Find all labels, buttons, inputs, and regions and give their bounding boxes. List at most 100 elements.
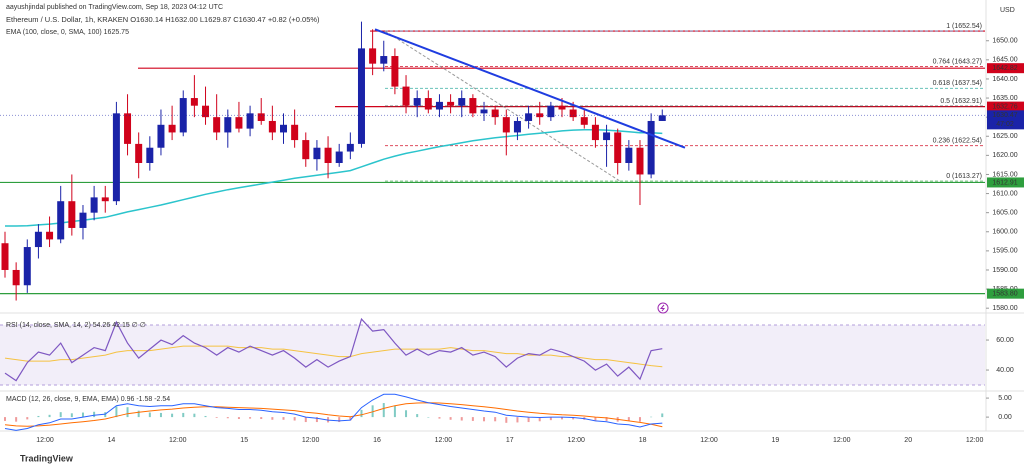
- macd-histogram-bar: [193, 413, 196, 418]
- x-tick-label: 17: [506, 437, 514, 444]
- macd-histogram-bar: [137, 410, 140, 418]
- candle-body: [168, 124, 176, 133]
- candle-body: [469, 98, 477, 114]
- macd-histogram-bar: [427, 417, 430, 418]
- rsi-line: [4, 317, 663, 382]
- macd-histogram-bar: [249, 417, 252, 419]
- macd-histogram-bar: [293, 417, 296, 421]
- macd-histogram-bar: [37, 415, 40, 418]
- x-tick-label: 12:00: [567, 437, 585, 444]
- candle-body: [424, 98, 432, 110]
- candle-body: [1, 243, 9, 270]
- candle-body: [224, 117, 232, 133]
- candle-body: [536, 113, 544, 118]
- macd-histogram-bar: [594, 417, 597, 421]
- macd-tick-label: 5.00: [998, 395, 1012, 402]
- macd-histogram-bar: [26, 417, 29, 420]
- candle-body: [291, 124, 299, 141]
- countdown: 47:02: [996, 121, 1014, 128]
- macd-histogram-bar: [182, 412, 185, 418]
- candle-body: [435, 101, 443, 110]
- macd-histogram-bar: [650, 416, 653, 418]
- macd-histogram-bar: [527, 417, 530, 423]
- y-tick-label: 1610.00: [992, 190, 1017, 197]
- y-tick-label: 1650.00: [992, 38, 1017, 45]
- candle-body: [491, 109, 499, 118]
- last-price-label: 1630.47: [992, 112, 1017, 119]
- macd-histogram-bar: [538, 417, 541, 422]
- candle-body: [636, 147, 644, 175]
- macd-histogram-bar: [159, 412, 162, 418]
- macd-histogram-bar: [483, 417, 486, 422]
- event-icon[interactable]: [657, 302, 669, 314]
- candle-body: [246, 113, 254, 129]
- macd-histogram-bar: [360, 409, 363, 418]
- y-tick-label: 1640.00: [992, 76, 1017, 83]
- macd-histogram-bar: [282, 417, 285, 420]
- macd-histogram-bar: [304, 417, 307, 423]
- macd-histogram-bar: [405, 410, 408, 418]
- macd-histogram-bar: [661, 413, 664, 418]
- publisher: aayushjindal published on TradingView.co…: [6, 4, 223, 11]
- macd-histogram-bar: [271, 417, 274, 420]
- currency: USD: [1000, 7, 1015, 14]
- candle-body: [458, 98, 466, 106]
- macd-histogram-bar: [148, 412, 151, 418]
- candle-body: [513, 120, 521, 133]
- macd-histogram-bar: [338, 417, 341, 423]
- macd-signal: [4, 402, 663, 428]
- macd-histogram-bar: [494, 417, 497, 422]
- candle-body: [357, 48, 365, 144]
- macd-histogram-bar: [627, 417, 630, 421]
- y-tick-label: 1580.00: [992, 305, 1017, 312]
- x-tick-label: 15: [240, 437, 248, 444]
- candle-body: [380, 56, 388, 64]
- x-tick-label: 12:00: [169, 437, 187, 444]
- candle-body: [658, 115, 666, 121]
- candle-body: [558, 105, 566, 110]
- macd-histogram-bar: [215, 417, 218, 418]
- trend-line: [374, 28, 686, 149]
- macd-histogram-bar: [349, 417, 352, 421]
- candle-body: [502, 117, 510, 133]
- plot-layer: 1580.001585.001590.001595.001600.001605.…: [0, 21, 1024, 444]
- macd-histogram-bar: [416, 414, 419, 418]
- macd-histogram-bar: [438, 417, 441, 419]
- candle-body: [268, 120, 276, 133]
- macd-histogram-bar: [70, 413, 73, 418]
- candle-body: [157, 124, 165, 148]
- macd-line: [4, 393, 663, 431]
- macd-histogram-bar: [572, 417, 575, 420]
- candle-body: [402, 86, 410, 106]
- rsi-signal: [4, 345, 663, 368]
- candle-body: [112, 113, 120, 202]
- fib-label: 0.236 (1622.54): [933, 137, 982, 144]
- macd-histogram-bar: [471, 417, 474, 421]
- candle-body: [391, 56, 399, 87]
- candle-body: [346, 143, 354, 152]
- macd-histogram-bar: [260, 417, 263, 420]
- fib-label: 0.5 (1632.91): [940, 98, 982, 105]
- y-tick-label: 1635.00: [992, 95, 1017, 102]
- macd-histogram-bar: [15, 417, 18, 422]
- y-tick-label: 1600.00: [992, 229, 1017, 236]
- macd-histogram-bar: [81, 412, 84, 418]
- macd-label: MACD (12, 26, close, 9, EMA, EMA) 0.96 -…: [6, 396, 170, 403]
- y-tick-label: 1625.00: [992, 133, 1017, 140]
- candle-body: [124, 113, 132, 144]
- candle-body: [603, 132, 611, 141]
- ema-line: [5, 129, 663, 227]
- macd-histogram-bar: [605, 417, 608, 421]
- macd-histogram-bar: [549, 417, 552, 421]
- candle-body: [79, 212, 87, 228]
- macd-histogram-bar: [315, 417, 318, 423]
- ema-label: EMA (100, close, 0, SMA, 100) 1625.75: [6, 29, 129, 36]
- macd-histogram-bar: [93, 411, 96, 418]
- last-price-badge: [987, 110, 1024, 130]
- x-tick-label: 12:00: [36, 437, 54, 444]
- price-badge: [987, 63, 1024, 74]
- candle-body: [12, 269, 20, 286]
- candle-body: [569, 109, 577, 118]
